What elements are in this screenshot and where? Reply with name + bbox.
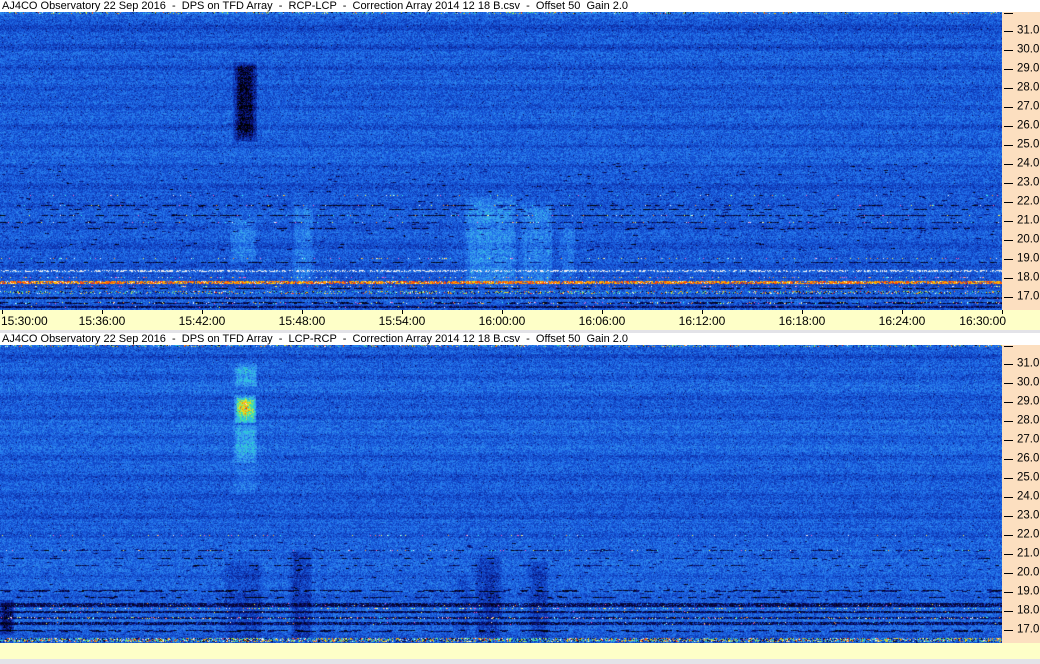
freq-tick [1004, 554, 1013, 555]
time-tick [502, 310, 503, 314]
spectrogram-area-rcp-lcp: 31.0 30.0 29.0 28.0 27.0 26.0 25.0 24.0 23.0 22.0… [0, 12, 1040, 310]
freq-tick [1004, 145, 1013, 146]
freq-tick-label: 18.0 [1017, 604, 1040, 617]
freq-tick-label: 26.0 [1017, 119, 1040, 132]
freq-tick [1004, 259, 1013, 260]
freq-tick [1004, 69, 1013, 70]
freq-tick-label: 28.0 [1017, 414, 1040, 427]
freq-tick [1004, 478, 1013, 479]
time-tick [402, 310, 403, 314]
freq-tick-label: 27.0 [1017, 100, 1040, 113]
panel-divider [0, 330, 1040, 333]
time-tick-label: 16:12:00 [678, 314, 726, 328]
freq-tick [1004, 183, 1013, 184]
freq-tick-label: 21.0 [1017, 214, 1040, 227]
freq-tick-label: 17.0 [1017, 290, 1040, 303]
freq-tick [1004, 459, 1013, 460]
time-axis-rcp-lcp: 15:30:00 15:36:00 15:42:00 15:48:00 15:54:00… [0, 310, 1040, 330]
time-tick-label: 16:18:00 [778, 314, 826, 328]
freq-tick [1004, 383, 1013, 384]
freq-tick [1004, 592, 1013, 593]
freq-tick-label: 31.0 [1017, 357, 1040, 370]
freq-tick [1004, 497, 1013, 498]
time-tick-label: 15:54:00 [378, 314, 426, 328]
freq-tick-label: 19.0 [1017, 252, 1040, 265]
freq-tick-label: 30.0 [1017, 43, 1040, 56]
time-tick-label: 16:00:00 [478, 314, 526, 328]
freq-tick [1004, 107, 1013, 108]
freq-tick-label: 21.0 [1017, 547, 1040, 560]
freq-tick-label: 22.0 [1017, 195, 1040, 208]
freq-tick [1004, 202, 1013, 203]
freq-tick [1004, 164, 1013, 165]
time-tick [902, 310, 903, 314]
freq-tick-label: 25.0 [1017, 138, 1040, 151]
freq-tick-label: 25.0 [1017, 471, 1040, 484]
spectrogram-area-lcp-rcp: 31.0 30.0 29.0 28.0 27.0 26.0 25.0 24.0 23.0 22.0… [0, 345, 1040, 643]
freq-tick [1004, 535, 1013, 536]
time-tick-label: 15:36:00 [78, 314, 126, 328]
freq-tick-label: 19.0 [1017, 585, 1040, 598]
freq-tick [1004, 611, 1013, 612]
freq-tick [1004, 516, 1013, 517]
spectrogram-canvas-lcp-rcp [0, 345, 1002, 643]
freq-tick [1004, 421, 1013, 422]
time-tick-label: 16:06:00 [578, 314, 626, 328]
time-tick [202, 310, 203, 314]
freq-tick-label: 17.0 [1017, 623, 1040, 636]
freq-tick [1004, 440, 1013, 441]
time-tick-label: 16:24:00 [878, 314, 926, 328]
freq-tick-label: 30.0 [1017, 376, 1040, 389]
freq-tick [1004, 31, 1013, 32]
freq-tick-label: 26.0 [1017, 452, 1040, 465]
time-tick-label: 15:48:00 [278, 314, 326, 328]
freq-tick-label: 23.0 [1017, 176, 1040, 189]
time-tick-label: 16:30:00 [959, 314, 1006, 328]
spectrogram-panel-lcp-rcp: AJ4CO Observatory 22 Sep 2016 - DPS on T… [0, 333, 1040, 659]
freq-tick-label: 23.0 [1017, 509, 1040, 522]
time-tick [2, 310, 3, 314]
freq-tick [1004, 364, 1013, 365]
time-tick [302, 310, 303, 314]
freq-tick [1004, 573, 1013, 574]
freq-tick [1004, 50, 1013, 51]
freq-tick-label: 20.0 [1017, 566, 1040, 579]
freq-tick-label: 22.0 [1017, 528, 1040, 541]
panel-title-rcp-lcp: AJ4CO Observatory 22 Sep 2016 - DPS on T… [0, 0, 1040, 12]
freq-top-tick [1004, 13, 1013, 14]
freq-tick-label: 29.0 [1017, 62, 1040, 75]
freq-tick [1004, 221, 1013, 222]
freq-tick [1004, 297, 1013, 298]
spectrogram-canvas-rcp-lcp [0, 12, 1002, 310]
time-tick [702, 310, 703, 314]
freq-tick-label: 27.0 [1017, 433, 1040, 446]
freq-tick-label: 28.0 [1017, 81, 1040, 94]
freq-tick [1004, 240, 1013, 241]
frequency-axis-lcp-rcp: 31.0 30.0 29.0 28.0 27.0 26.0 25.0 24.0 23.0 22.0… [1002, 345, 1040, 643]
time-tick-label: 15:42:00 [178, 314, 226, 328]
freq-tick-label: 24.0 [1017, 157, 1040, 170]
time-tick [802, 310, 803, 314]
freq-top-tick [1004, 346, 1013, 347]
freq-tick-label: 18.0 [1017, 271, 1040, 284]
freq-tick-label: 24.0 [1017, 490, 1040, 503]
time-tick [1002, 310, 1003, 314]
freq-tick-label: 29.0 [1017, 395, 1040, 408]
time-axis-lcp-rcp-truncated [0, 643, 1040, 659]
freq-tick [1004, 630, 1013, 631]
time-tick [602, 310, 603, 314]
freq-tick-label: 31.0 [1017, 24, 1040, 37]
spectrogram-panel-rcp-lcp: AJ4CO Observatory 22 Sep 2016 - DPS on T… [0, 0, 1040, 330]
freq-tick [1004, 88, 1013, 89]
freq-tick [1004, 278, 1013, 279]
time-tick [102, 310, 103, 314]
freq-tick [1004, 402, 1013, 403]
time-tick-label: 15:30:00 [1, 314, 48, 328]
freq-tick-label: 20.0 [1017, 233, 1040, 246]
panel-title-lcp-rcp: AJ4CO Observatory 22 Sep 2016 - DPS on T… [0, 333, 1040, 345]
freq-tick [1004, 126, 1013, 127]
frequency-axis-rcp-lcp: 31.0 30.0 29.0 28.0 27.0 26.0 25.0 24.0 23.0 22.0… [1002, 12, 1040, 310]
